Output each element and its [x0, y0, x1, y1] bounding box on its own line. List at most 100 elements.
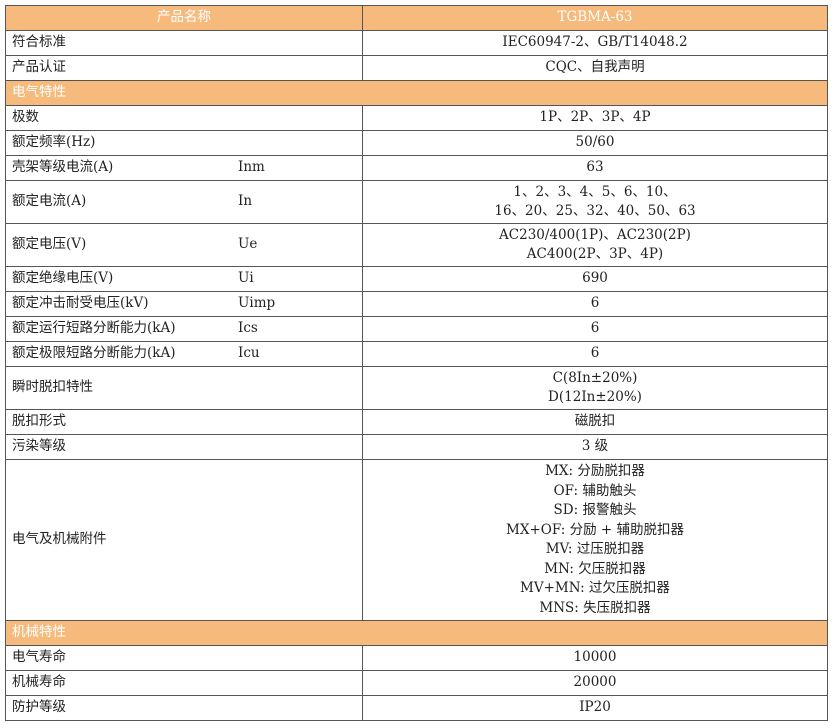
row-value-cell: 690 [362, 266, 828, 292]
row-symbol: Ui [238, 270, 254, 287]
table-row: 额定冲击耐受电压(kV) Uimp 6 [5, 291, 828, 317]
row-value-cell: 50/60 [362, 130, 828, 156]
row-value-line: D(12In±20%) [548, 389, 642, 405]
row-value-line: MN: 欠压脱扣器 [544, 560, 646, 577]
row-symbol: Uimp [238, 295, 276, 312]
table-row: 瞬时脱扣特性 C(8In±20%) D(12In±20%) [5, 366, 828, 410]
row-label: 额定运行短路分断能力(kA) [12, 320, 176, 337]
spec-table: 产品名称 TGBMA-63 符合标准 IEC60947-2、GB/T14048.2… [5, 5, 828, 721]
row-value-cell: 6 [362, 316, 828, 342]
row-value-cell: 1P、2P、3P、4P [362, 105, 828, 131]
row-label: 电气寿命 [12, 649, 66, 666]
table-row: 额定电压(V) Ue AC230/400(1P)、AC230(2P) AC400(2P… [5, 223, 828, 267]
row-value-line: 磁脱扣 [574, 413, 616, 430]
row-label: 机械寿命 [12, 674, 66, 691]
row-label: 额定极限短路分断能力(kA) [12, 345, 176, 362]
row-label: 极数 [12, 109, 39, 126]
row-label: 壳架等级电流(A) [12, 159, 114, 176]
row-symbol: Ue [238, 236, 258, 253]
row-value-line: 1、2、3、4、5、6、10、 [513, 183, 677, 200]
row-label-cell: 符合标准 [5, 30, 363, 56]
table-row: 脱扣形式 磁脱扣 [5, 409, 828, 435]
row-value-line: AC230/400(1P)、AC230(2P) [499, 226, 691, 243]
row-value-cell: IP20 [362, 695, 828, 721]
table-row: 额定极限短路分断能力(kA) Icu 6 [5, 341, 828, 367]
table-row: 污染等级 3 级 [5, 434, 828, 460]
table-row: 额定电流(A) In 1、2、3、4、5、6、10、 16、20、25、32、40、5… [5, 180, 828, 224]
row-value-line: IP20 [579, 699, 611, 716]
row-symbol: Icu [238, 345, 260, 362]
row-value-cell: CQC、自我声明 [362, 55, 828, 81]
table-row: 机械寿命 20000 [5, 670, 828, 696]
row-value-line: 1P、2P、3P、4P [539, 109, 651, 126]
row-value-line: 690 [582, 270, 608, 287]
row-label-cell: 电气寿命 [5, 645, 363, 671]
row-label: 额定绝缘电压(V) [12, 270, 114, 287]
section-mechanical: 机械特性 [5, 620, 828, 646]
row-label: 额定电流(A) [12, 193, 87, 210]
row-value-line: CQC、自我声明 [545, 59, 645, 76]
section-title: 机械特性 [5, 620, 828, 646]
row-label: 污染等级 [12, 438, 66, 455]
row-value-line: 10000 [573, 649, 617, 666]
table-row: 额定频率(Hz) 50/60 [5, 130, 828, 156]
row-label-cell: 额定极限短路分断能力(kA) Icu [5, 341, 363, 367]
section-electrical: 电气特性 [5, 80, 828, 106]
header-name-label: 产品名称 [5, 5, 363, 31]
row-label: 额定频率(Hz) [12, 134, 96, 151]
row-value-line: OF: 辅助触头 [553, 482, 637, 499]
row-value-line: 6 [590, 295, 600, 312]
row-value-line: 63 [586, 159, 604, 176]
table-row: 产品认证 CQC、自我声明 [5, 55, 828, 81]
row-label-cell: 产品认证 [5, 55, 363, 81]
row-value-cell: 3 级 [362, 434, 828, 460]
row-label: 防护等级 [12, 699, 66, 716]
row-value-line: 50/60 [575, 134, 615, 151]
row-value-line: 20000 [573, 674, 617, 691]
row-label-cell: 额定频率(Hz) [5, 130, 363, 156]
row-value-line: AC400(2P、3P、4P) [526, 246, 664, 262]
row-label-cell: 额定运行短路分断能力(kA) Ics [5, 316, 363, 342]
row-value-cell: 磁脱扣 [362, 409, 828, 435]
row-value-cell: IEC60947-2、GB/T14048.2 [362, 30, 828, 56]
row-value-line: MV+MN: 过欠压脱扣器 [520, 580, 670, 596]
row-label-cell: 机械寿命 [5, 670, 363, 696]
row-value-line: MV: 过压脱扣器 [545, 541, 645, 557]
row-label: 额定电压(V) [12, 236, 87, 253]
row-symbol: In [238, 193, 253, 210]
row-value-line: MX: 分励脱扣器 [545, 463, 645, 479]
row-value-cell: 20000 [362, 670, 828, 696]
row-value-line: MX+OF: 分励 + 辅助脱扣器 [506, 521, 684, 538]
row-label: 产品认证 [12, 59, 66, 76]
table-row: 壳架等级电流(A) Inm 63 [5, 155, 828, 181]
row-value-line: C(8In±20%) [552, 369, 638, 386]
row-label-cell: 瞬时脱扣特性 [5, 366, 363, 410]
row-value-line: 6 [590, 320, 600, 337]
section-title: 电气特性 [5, 80, 828, 106]
table-row: 额定运行短路分断能力(kA) Ics 6 [5, 316, 828, 342]
table-row: 额定绝缘电压(V) Ui 690 [5, 266, 828, 292]
row-label-cell: 额定绝缘电压(V) Ui [5, 266, 363, 292]
table-header-row: 产品名称 TGBMA-63 [5, 5, 828, 31]
table-row: 防护等级 IP20 [5, 695, 828, 721]
row-value-cell: MX: 分励脱扣器 OF: 辅助触头 SD: 报警触头 MX+OF: 分励 + 辅助脱… [362, 459, 828, 621]
row-label-cell: 电气及机械附件 [5, 459, 363, 621]
table-row: 电气及机械附件 MX: 分励脱扣器 OF: 辅助触头 SD: 报警触头 MX+OF: 分… [5, 459, 828, 621]
row-value-line: IEC60947-2、GB/T14048.2 [502, 34, 688, 51]
row-label: 额定冲击耐受电压(kV) [12, 295, 149, 312]
row-value-line: 6 [590, 345, 600, 362]
row-label-cell: 壳架等级电流(A) Inm [5, 155, 363, 181]
row-label-cell: 脱扣形式 [5, 409, 363, 435]
row-value-line: MNS: 失压脱扣器 [539, 599, 651, 616]
row-value-cell: 6 [362, 341, 828, 367]
row-label-cell: 额定电压(V) Ue [5, 223, 363, 267]
row-value-line: SD: 报警触头 [553, 502, 637, 518]
table-row: 极数 1P、2P、3P、4P [5, 105, 828, 131]
row-value-cell: AC230/400(1P)、AC230(2P) AC400(2P、3P、4P) [362, 223, 828, 267]
row-value-line: 16、20、25、32、40、50、63 [494, 203, 696, 219]
table-row: 符合标准 IEC60947-2、GB/T14048.2 [5, 30, 828, 56]
row-label: 电气及机械附件 [12, 531, 107, 548]
row-label-cell: 防护等级 [5, 695, 363, 721]
row-value-cell: 6 [362, 291, 828, 317]
row-value-cell: 63 [362, 155, 828, 181]
